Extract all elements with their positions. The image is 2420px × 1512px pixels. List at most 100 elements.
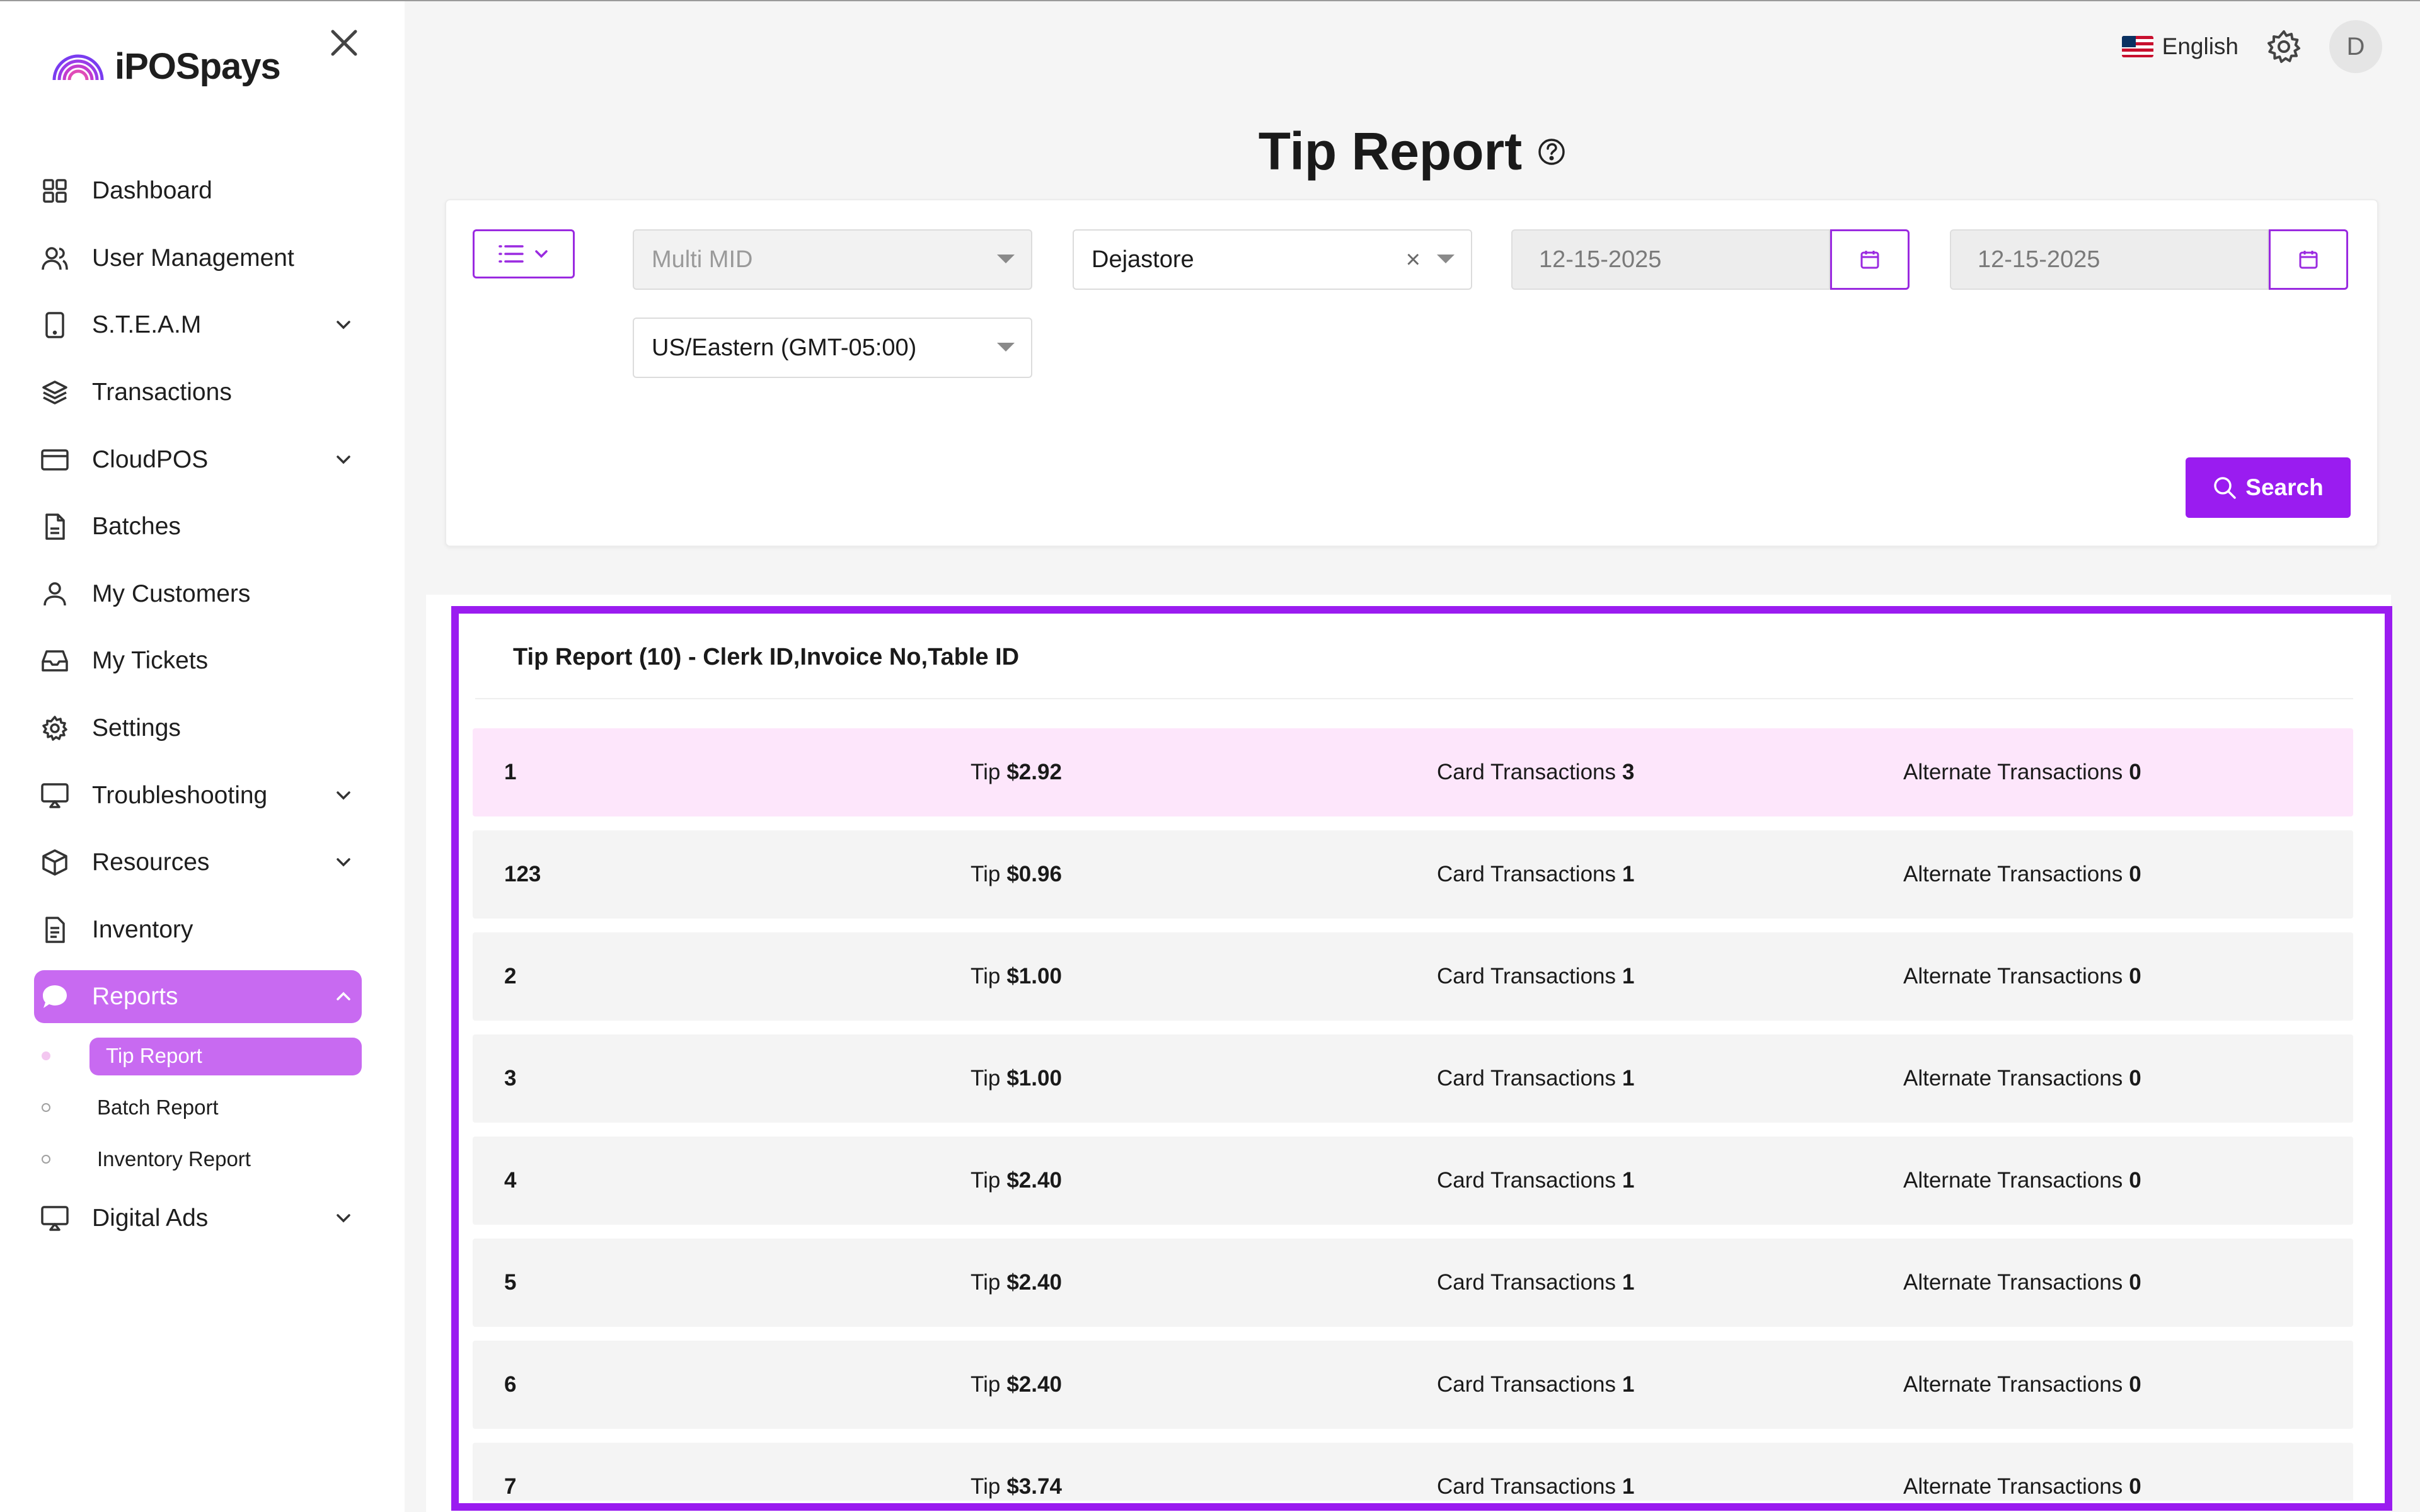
alternate-label: Alternate Transactions <box>1903 964 2123 988</box>
active-pill <box>89 1038 362 1076</box>
sidebar-item-my-tickets[interactable]: My Tickets <box>34 627 362 695</box>
sidebar-item-inventory[interactable]: Inventory <box>34 896 362 964</box>
card-value: 1 <box>1622 1372 1635 1397</box>
tip-label: Tip <box>971 1474 1001 1499</box>
sidebar-item-label: Batches <box>92 513 181 541</box>
chevron-down-icon[interactable] <box>333 1208 354 1229</box>
brand-logo[interactable]: iPOSpays <box>50 45 281 88</box>
timezone-select[interactable]: US/Eastern (GMT-05:00) <box>633 318 1032 378</box>
row-card-transactions: Card Transactions 3 <box>1437 728 1635 816</box>
help-circle-icon[interactable] <box>1537 137 1566 166</box>
sidebar-item-resources[interactable]: Resources <box>34 829 362 896</box>
sidebar-item-reports[interactable]: Reports <box>34 970 362 1024</box>
list-icon <box>498 245 524 263</box>
settings-gear-icon[interactable] <box>2266 29 2302 64</box>
row-card-transactions: Card Transactions 1 <box>1437 932 1635 1021</box>
tip-label: Tip <box>971 964 1001 988</box>
sidebar-item-label: Reports <box>92 983 178 1011</box>
row-card-transactions: Card Transactions 1 <box>1437 1034 1635 1123</box>
tip-label: Tip <box>971 1270 1001 1295</box>
card-label: Card Transactions <box>1437 1270 1616 1295</box>
tip-value: $1.00 <box>1006 964 1062 988</box>
chevron-down-icon[interactable] <box>333 785 354 806</box>
chevron-down-icon[interactable] <box>333 314 354 336</box>
caret-down-icon <box>1437 255 1455 263</box>
table-row[interactable]: 123 Tip $0.96 Card Transactions 1 Alternat… <box>473 830 2353 919</box>
card-value: 1 <box>1622 964 1635 988</box>
table-row[interactable]: 4 Tip $2.40 Card Transactions 1 Alternate … <box>473 1137 2353 1225</box>
tip-label: Tip <box>971 760 1001 784</box>
multi-mid-select[interactable]: Multi MID <box>633 229 1032 290</box>
chevron-down-icon[interactable] <box>333 852 354 873</box>
sidebar-nav: Dashboard User Management S.T.E.A.M Tran… <box>34 158 362 1252</box>
search-button-label: Search <box>2245 474 2324 500</box>
sidebar-subitem-tip-report[interactable]: Tip Report <box>34 1030 362 1082</box>
sidebar-item-troubleshooting[interactable]: Troubleshooting <box>34 762 362 829</box>
chevron-down-icon[interactable] <box>333 449 354 471</box>
view-options-button[interactable] <box>473 229 575 278</box>
table-row[interactable]: 3 Tip $1.00 Card Transactions 1 Alternate … <box>473 1034 2353 1123</box>
alternate-label: Alternate Transactions <box>1903 1372 2123 1397</box>
end-date-picker: 12-15-2025 <box>1950 229 2348 290</box>
search-icon <box>2214 477 2237 499</box>
card-label: Card Transactions <box>1437 1168 1616 1193</box>
table-row[interactable]: 1 Tip $2.92 Card Transactions 3 Alternate … <box>473 728 2353 816</box>
row-tip: Tip $2.92 <box>971 728 1062 816</box>
avatar[interactable]: D <box>2329 20 2382 73</box>
tip-value: $2.40 <box>1006 1372 1062 1397</box>
card-label: Card Transactions <box>1437 862 1616 886</box>
sidebar-item-digital-ads[interactable]: Digital Ads <box>34 1185 362 1252</box>
tip-label: Tip <box>971 862 1001 886</box>
row-id: 3 <box>504 1066 517 1091</box>
sidebar-item-dashboard[interactable]: Dashboard <box>34 158 362 225</box>
end-date-calendar-button[interactable] <box>2269 229 2348 290</box>
monitor-icon <box>40 1204 69 1233</box>
start-date-input[interactable]: 12-15-2025 <box>1511 229 1830 290</box>
top-border <box>0 0 2420 1</box>
table-row[interactable]: 6 Tip $2.40 Card Transactions 1 Alternate … <box>473 1341 2353 1429</box>
row-tip: Tip $0.96 <box>971 830 1062 919</box>
layers-icon <box>40 378 69 407</box>
document-icon <box>40 915 69 944</box>
sidebar-item-batches[interactable]: Batches <box>34 493 362 561</box>
row-id: 5 <box>504 1270 517 1295</box>
table-row[interactable]: 2 Tip $1.00 Card Transactions 1 Alternate … <box>473 932 2353 1021</box>
sidebar-subitem-batch-report[interactable]: Batch Report <box>34 1082 362 1133</box>
alternate-value: 0 <box>2129 1474 2141 1499</box>
row-id: 7 <box>504 1474 517 1499</box>
tip-value: $2.40 <box>1006 1168 1062 1193</box>
sidebar-item-transactions[interactable]: Transactions <box>34 359 362 427</box>
alternate-value: 0 <box>2129 1372 2141 1397</box>
close-sidebar-icon[interactable] <box>328 26 360 59</box>
row-id: 123 <box>504 862 541 886</box>
sidebar-item-label: My Customers <box>92 580 251 607</box>
users-icon <box>40 244 69 273</box>
row-card-transactions: Card Transactions 1 <box>1437 1341 1635 1429</box>
sidebar-item-steam[interactable]: S.T.E.A.M <box>34 292 362 359</box>
row-alternate-transactions: Alternate Transactions 0 <box>1903 1443 2141 1501</box>
sidebar-item-settings[interactable]: Settings <box>34 695 362 762</box>
language-selector[interactable]: English <box>2121 33 2238 60</box>
chevron-up-icon[interactable] <box>333 986 354 1007</box>
row-id: 6 <box>504 1372 517 1397</box>
sidebar-item-user-management[interactable]: User Management <box>34 225 362 292</box>
start-date-calendar-button[interactable] <box>1830 229 1910 290</box>
alternate-value: 0 <box>2129 760 2141 784</box>
row-alternate-transactions: Alternate Transactions 0 <box>1903 932 2141 1021</box>
results-title: Tip Report (10) - Clerk ID,Invoice No,Ta… <box>513 644 1020 670</box>
end-date-input[interactable]: 12-15-2025 <box>1950 229 2269 290</box>
row-card-transactions: Card Transactions 1 <box>1437 1239 1635 1327</box>
table-row[interactable]: 5 Tip $2.40 Card Transactions 1 Alternate … <box>473 1239 2353 1327</box>
sidebar-item-cloudpos[interactable]: CloudPOS <box>34 426 362 493</box>
table-row[interactable]: 7 Tip $3.74 Card Transactions 1 Alternate … <box>473 1443 2353 1501</box>
store-select[interactable]: Dejastore × <box>1073 229 1472 290</box>
sidebar-item-label: Dashboard <box>92 177 212 205</box>
credit-card-icon <box>40 445 69 474</box>
sidebar-subitem-inventory-report[interactable]: Inventory Report <box>34 1133 362 1185</box>
tip-value: $1.00 <box>1006 1066 1062 1091</box>
sidebar-item-my-customers[interactable]: My Customers <box>34 561 362 628</box>
inbox-icon <box>40 646 69 675</box>
clear-icon[interactable]: × <box>1405 246 1420 273</box>
search-button[interactable]: Search <box>2186 457 2351 518</box>
sidebar-item-label: Settings <box>92 714 181 742</box>
